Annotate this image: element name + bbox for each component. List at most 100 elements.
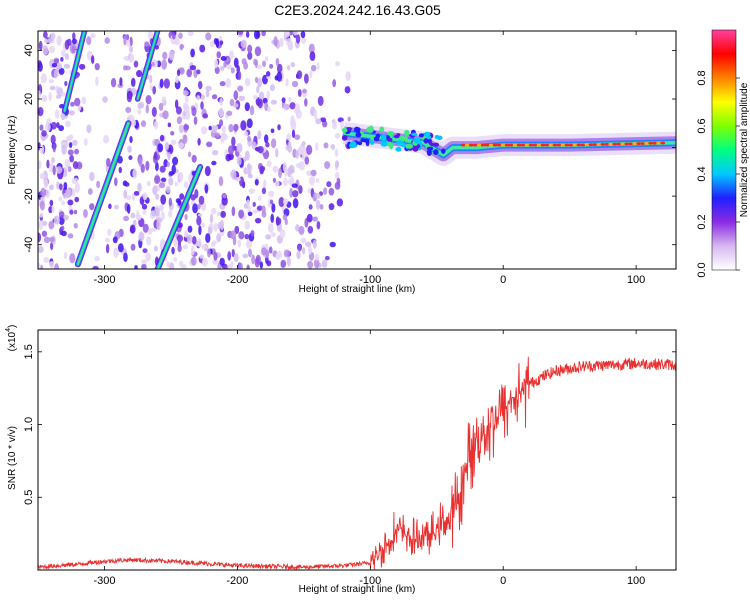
heatmap-cell [153,151,158,160]
heatmap-cell [251,254,256,265]
heatmap-cell [198,225,202,236]
heatmap-cell [186,68,193,78]
heatmap-cell [145,104,149,114]
heatmap-cell [211,94,218,100]
heatmap-cell [315,199,321,210]
heatmap-blob [373,136,380,142]
heatmap-cell [154,175,161,184]
heatmap-cell [86,36,92,46]
heatmap-cell [219,219,225,231]
heatmap-cell [156,220,161,231]
heatmap-cell [49,260,54,269]
central-band-peak [516,143,522,147]
heatmap-cell [237,71,242,81]
heatmap-cell [146,180,151,187]
heatmap-cell [249,105,255,116]
heatmap-cell [43,256,50,263]
heatmap-cell [94,63,100,71]
heatmap-cell [137,109,142,115]
heatmap-cell [283,177,288,187]
heatmap-blob [395,146,402,152]
heatmap-cell [61,230,67,237]
heatmap-cell [74,182,80,193]
heatmap-cell [59,183,63,191]
heatmap-cell [244,102,250,112]
heatmap-cell [197,80,203,90]
heatmap-cell [58,125,65,132]
heatmap-cell [230,169,237,180]
heatmap-cell [272,165,279,173]
central-band-peak [536,143,542,147]
central-band-peak [504,143,510,147]
central-band-peak [616,142,622,146]
heatmap-cell [295,162,302,169]
heatmap-cell [254,257,260,268]
heatmap-cell [231,206,236,217]
heatmap-cell [201,244,207,250]
central-band-peak [548,143,554,147]
heatmap-cell [315,142,319,151]
heatmap-cell [286,256,291,267]
heatmap-cell [219,97,224,106]
heatmap-cell [160,194,167,205]
heatmap-cell [60,112,66,121]
heatmap-cell [39,124,44,131]
heatmap-cell [251,141,257,150]
heatmap-cell [49,199,54,207]
heatmap-cell [309,51,316,62]
central-band-peak [508,143,514,147]
heatmap-frame [37,30,677,270]
heatmap-cell [49,236,55,243]
heatmap-cell [247,169,252,177]
heatmap-cell [261,247,268,256]
heatmap-cell [61,200,65,206]
heatmap-cell [308,176,316,186]
heatmap-cell [182,111,187,117]
snr-y-multiplier: (x104) [5,325,18,352]
heatmap-cell [287,145,293,153]
heatmap-cell [304,241,312,247]
heatmap-cell [213,251,218,261]
heatmap-cell [138,231,145,242]
heatmap-cell [316,62,320,71]
heatmap-cell [182,134,188,144]
heatmap-cell [288,164,295,174]
heatmap-cell [219,81,226,87]
heatmap-cell [196,69,201,75]
heatmap-cell [181,114,188,120]
heatmap-cell [221,196,228,206]
heatmap-cell [138,157,143,167]
heatmap-cell [240,39,247,49]
heatmap-cell [153,245,158,252]
heatmap-cell [123,189,128,199]
heatmap-cell [190,194,196,201]
heatmap-cell [50,32,56,41]
heatmap-blob [423,139,431,143]
heatmap-cell [39,172,46,180]
heatmap-cell [265,141,270,148]
heatmap-cell [301,247,306,255]
central-band-peak [512,143,518,147]
heatmap-cell [69,154,75,163]
heatmap-cell [241,58,247,65]
heatmap-cell [323,142,329,149]
heatmap-cell [204,165,211,177]
heatmap-cell [142,248,148,254]
heatmap-cell [289,102,296,110]
heatmap-cell [295,224,300,232]
heatmap-cell [207,226,212,235]
central-band-peak [564,143,570,147]
heatmap-cell [264,56,269,62]
heatmap-cell [142,223,149,233]
heatmap-cell [279,37,284,48]
heatmap-cell [284,31,290,38]
heatmap-cell [300,31,306,39]
central-band-peak [484,143,490,147]
heatmap-cell [248,248,252,258]
heatmap-cell [53,58,60,64]
heatmap-cell [96,180,101,189]
heatmap-cell [158,102,164,111]
heatmap-cell [48,92,52,101]
heatmap-cell [123,252,128,263]
heatmap-cell [270,213,275,223]
